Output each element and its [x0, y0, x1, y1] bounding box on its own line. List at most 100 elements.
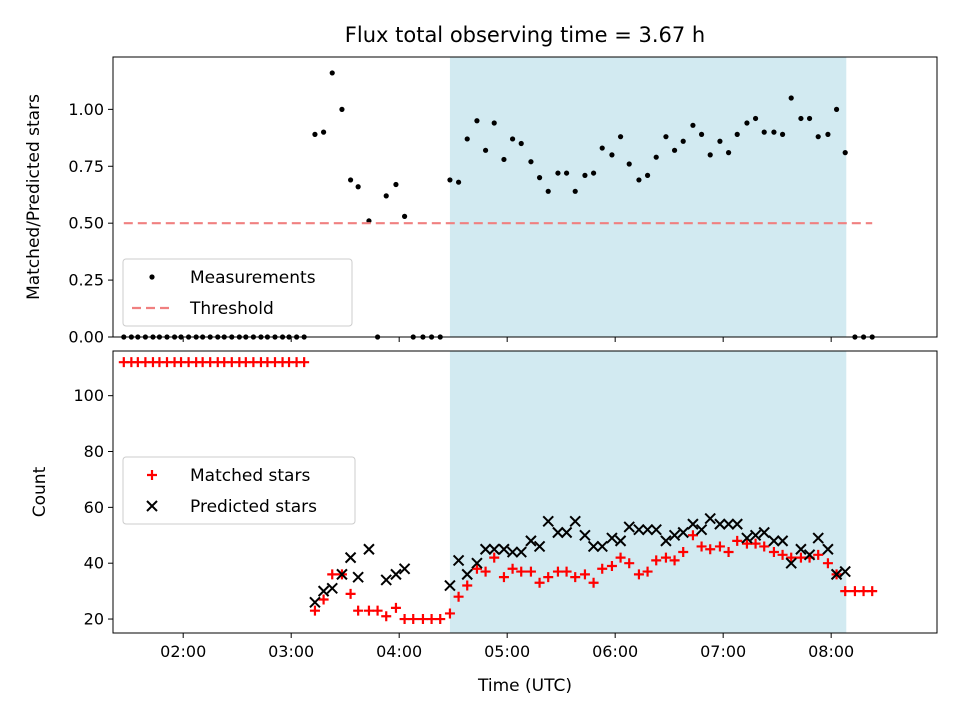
- predicted-star-point: [677, 526, 689, 539]
- predicted-star-point: [623, 521, 635, 533]
- measurement-point: [447, 177, 453, 183]
- predicted-star-point: [768, 535, 780, 547]
- ratio-y-tick-label: 0.75: [68, 157, 104, 176]
- matched-star-point: [372, 605, 383, 616]
- measurement-point: [599, 145, 605, 151]
- predicted-star-point: [398, 563, 411, 575]
- ratio-y-tick-label: 1.00: [68, 100, 104, 119]
- matched-star-point: [363, 605, 374, 616]
- matched-star-point: [723, 547, 734, 558]
- matched-star-point: [399, 614, 410, 625]
- measurement-point: [518, 140, 524, 147]
- predicted-star-point: [650, 523, 662, 536]
- measurement-point: [509, 136, 516, 142]
- measurement-point: [383, 193, 389, 199]
- predicted-star-point: [479, 543, 492, 555]
- measurement-point: [482, 147, 489, 153]
- measurement-point: [806, 115, 813, 122]
- legend-label: Measurements: [190, 268, 316, 288]
- predicted-star-point: [668, 529, 681, 541]
- predicted-star-point: [488, 543, 500, 555]
- predicted-star-point: [830, 568, 843, 581]
- predicted-star-point: [506, 546, 519, 558]
- measurement-point: [572, 188, 578, 194]
- measurement-point: [563, 170, 570, 176]
- matched-star-point: [606, 560, 617, 571]
- series-matched-stars: [118, 357, 878, 625]
- ratio-y-tick-label: 0.50: [68, 214, 104, 233]
- predicted-star-point: [714, 518, 726, 530]
- measurement-point: [771, 129, 777, 135]
- matched-star-point: [642, 566, 653, 577]
- matched-star-point: [525, 566, 536, 577]
- matched-star-point: [408, 614, 419, 625]
- count-plot-frame: [112, 350, 938, 634]
- predicted-star-point: [525, 535, 537, 547]
- x-tick-label: 05:00: [484, 642, 530, 661]
- x-tick-label: 02:00: [160, 642, 206, 661]
- predicted-star-point: [795, 543, 807, 555]
- matched-star-point: [543, 572, 554, 583]
- measurement-point: [491, 120, 497, 126]
- predicted-star-point: [533, 540, 546, 553]
- count-legend: Matched stars Predicted stars: [122, 456, 356, 525]
- ratio-legend: Measurements Threshold: [122, 258, 353, 327]
- predicted-star-point: [444, 579, 456, 592]
- measurement-point: [555, 170, 561, 176]
- predicted-star-point: [803, 549, 816, 561]
- matched-star-point: [498, 572, 509, 583]
- measurement-point: [825, 131, 831, 137]
- matched-star-point: [714, 541, 725, 552]
- legend-dot-swatch: [149, 274, 155, 280]
- matched-star-point: [552, 566, 563, 577]
- measurement-point: [779, 131, 786, 137]
- legend-frame: [122, 258, 353, 327]
- predicted-star-point: [606, 532, 618, 544]
- predicted-star-point: [498, 543, 510, 555]
- count-y-tick-label: 40: [84, 554, 104, 573]
- measurement-point: [636, 177, 642, 183]
- matched-star-point: [318, 594, 329, 605]
- measurement-point: [734, 131, 740, 137]
- predicted-star-point: [776, 535, 789, 547]
- ratio-y-tick-label: 0.25: [68, 271, 104, 290]
- measurement-point: [609, 152, 615, 158]
- legend-x-swatch: [146, 500, 158, 512]
- predicted-star-point: [461, 568, 473, 581]
- count-y-tick-label: 20: [84, 610, 104, 629]
- matched-star-point: [849, 586, 860, 597]
- predicted-star-point: [579, 529, 591, 541]
- measurement-point: [815, 134, 821, 140]
- measurement-point: [329, 70, 335, 76]
- x-tick-label: 08:00: [808, 642, 854, 661]
- measurement-point: [312, 131, 318, 137]
- measurement-point: [536, 175, 543, 181]
- ratio-y-tick-label: 0.00: [68, 328, 104, 347]
- measurement-point: [626, 161, 632, 167]
- predicted-star-point: [542, 515, 554, 528]
- predicted-star-point: [344, 551, 357, 564]
- predicted-star-point: [704, 512, 716, 525]
- matched-star-point: [840, 586, 851, 597]
- measurement-point: [842, 150, 848, 156]
- matched-star-point: [444, 608, 455, 619]
- matched-star-point: [750, 538, 761, 549]
- measurement-point: [455, 179, 462, 185]
- ratio-observing-window: [449, 57, 847, 337]
- matched-star-point: [480, 566, 491, 577]
- matched-star-point: [795, 552, 806, 563]
- matched-star-point: [327, 569, 338, 580]
- measurement-point: [339, 106, 345, 112]
- matched-star-point: [507, 563, 518, 574]
- measurement-point: [788, 95, 794, 101]
- matched-star-point: [309, 605, 320, 616]
- legend-label: Predicted stars: [190, 497, 317, 517]
- predicted-star-point: [722, 518, 735, 530]
- measurement-point: [347, 177, 354, 183]
- count-y-tick-label: 80: [84, 442, 104, 461]
- matched-star-point: [299, 357, 310, 368]
- legend-frame: [122, 456, 356, 525]
- predicted-star-point: [641, 523, 654, 536]
- predicted-star-point: [309, 596, 321, 608]
